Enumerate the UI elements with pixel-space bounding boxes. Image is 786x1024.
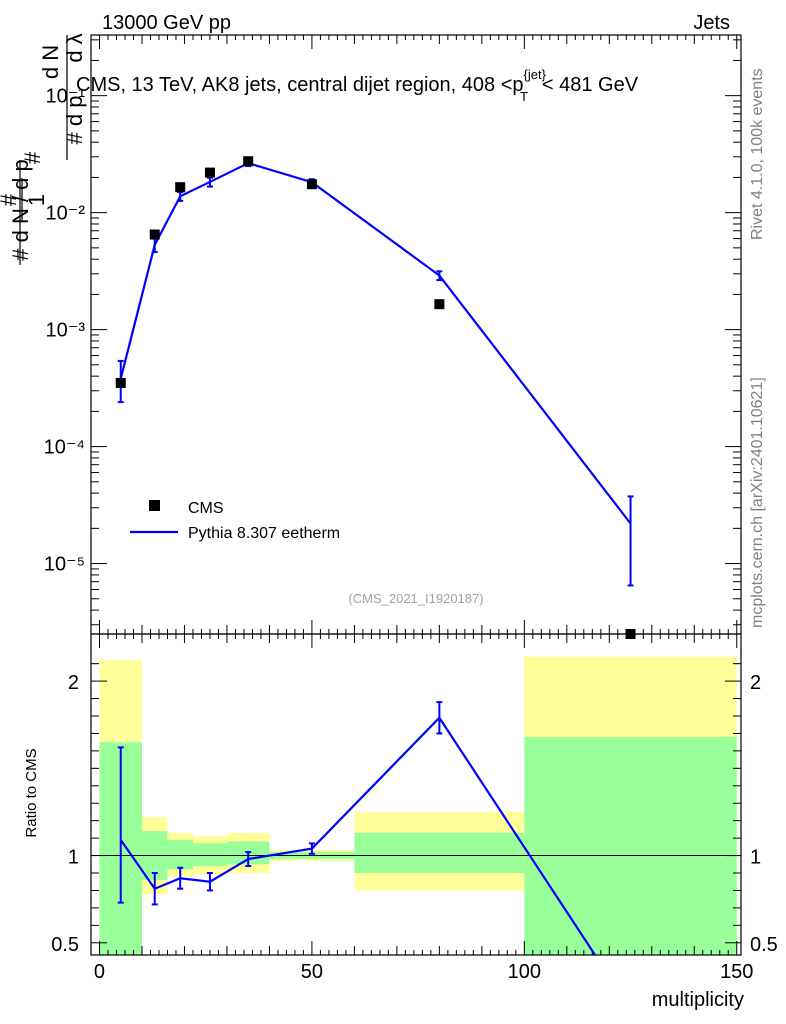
x-tick-label: 50 xyxy=(301,961,323,983)
band-inner xyxy=(167,839,193,870)
mc-line xyxy=(119,161,632,525)
title-pt-symbol: p xyxy=(512,74,523,96)
analysis-id: (CMS_2021_I1920187) xyxy=(348,591,483,606)
y-tick-label: 10⁻¹ xyxy=(46,86,86,108)
ratio-y-tick-label: 0.5 xyxy=(51,934,79,956)
y-tick-label: 10⁻⁵ xyxy=(44,554,85,576)
ratio-y-tick-label-right: 1 xyxy=(750,847,761,869)
ratio-uncertainty-bands xyxy=(99,656,737,955)
y-tick-label: 10⁻⁴ xyxy=(44,437,85,459)
ratio-y-tick-label: 2 xyxy=(68,672,79,694)
upper-data-marks xyxy=(115,156,636,639)
x-tick-label: 150 xyxy=(720,961,753,983)
legend-cms-label: CMS xyxy=(188,500,224,517)
title-text-part: < 481 GeV xyxy=(542,74,639,96)
ratio-y-tick-label-right: 0.5 xyxy=(750,934,778,956)
category-label: Jets xyxy=(693,12,730,34)
cms-data-point xyxy=(204,167,215,178)
title-text-part: CMS, 13 TeV, AK8 jets, central dijet reg… xyxy=(76,74,512,96)
title-t-subscript: T xyxy=(520,89,528,104)
ylabel-part: # xyxy=(20,151,45,164)
x-axis-label: multiplicity xyxy=(652,989,744,1011)
band-inner xyxy=(354,832,525,874)
legend-mc-label: Pythia 8.307 eetherm xyxy=(188,525,340,542)
cms-data-point xyxy=(243,156,254,167)
legend-cms-marker xyxy=(149,500,160,511)
cms-data-point xyxy=(149,229,160,240)
upper-frame xyxy=(90,34,742,635)
legend: CMS Pythia 8.307 eetherm xyxy=(130,500,340,542)
y-tick-label: 10⁻² xyxy=(46,203,86,225)
lower-frame xyxy=(90,633,742,956)
x-tick-label: 100 xyxy=(508,961,541,983)
x-tick-label: 0 xyxy=(94,961,105,983)
ratio-y-tick-label-right: 2 xyxy=(750,672,761,694)
lower-axes: 0 50 100 150 0.5 0.5 1 1 2 2 xyxy=(51,35,778,983)
rivet-version-label: Rivet 4.1.0, 100k events xyxy=(749,68,766,240)
y-tick-label: 10⁻³ xyxy=(46,320,86,342)
ratio-y-axis-label: Ratio to CMS xyxy=(23,748,40,837)
title-jet-superscript: {jet} xyxy=(524,67,547,82)
band-inner xyxy=(524,736,737,955)
process-label: 13000 GeV pp xyxy=(102,12,231,34)
band-inner xyxy=(192,843,227,867)
cms-data-point xyxy=(175,182,186,193)
cms-data-point xyxy=(115,377,126,388)
lower-series-group xyxy=(117,701,597,955)
upper-y-axis-label: # 1 xyxy=(0,178,49,222)
ylabel-part: d λ xyxy=(62,33,87,62)
cms-data-point xyxy=(625,629,636,639)
plot-title: CMS, 13 TeV, AK8 jets, central dijet reg… xyxy=(76,67,639,104)
upper-series-group xyxy=(117,159,634,587)
ylabel-part: # d p xyxy=(62,96,87,145)
ylabel-denominator-left: 1 xyxy=(24,194,49,206)
ylabel-numerator-left: # xyxy=(0,193,21,206)
lower-data-marks xyxy=(117,701,597,955)
ylabel-part: d N xyxy=(38,45,63,79)
cms-data-point xyxy=(306,179,317,190)
cms-data-point xyxy=(434,299,445,310)
ratio-y-tick-label: 1 xyxy=(68,847,79,869)
mcplots-label: mcplots.cern.ch [arXiv:2401.10621] xyxy=(749,377,766,628)
ratio-line xyxy=(119,715,597,955)
upper-axes: 10⁻¹ 10⁻² 10⁻³ 10⁻⁴ 10⁻⁵ xyxy=(44,34,742,955)
